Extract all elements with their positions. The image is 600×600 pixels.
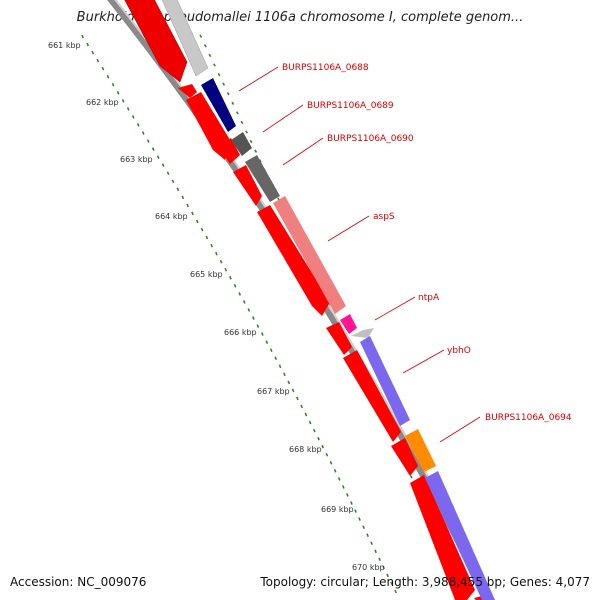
gene-block[interactable] [273,196,346,314]
gene-block[interactable] [186,92,230,160]
kbp-label: 665 kbp [190,270,223,279]
map-title: Burkholderia pseudomallei 1106a chromoso… [76,10,524,25]
gene-block[interactable] [340,314,357,334]
gene-block[interactable] [326,322,352,355]
kbp-label: 662 kbp [86,98,119,107]
gene-block[interactable] [405,429,436,472]
gene-label[interactable]: BURPS1106A_0690 [327,134,414,144]
kbp-label: 666 kbp [224,328,257,337]
gene-block[interactable] [257,205,330,316]
gene-block[interactable] [410,475,475,600]
gene-label[interactable]: ntpA [418,293,440,303]
kbp-label: 663 kbp [120,155,153,164]
kbp-label: 668 kbp [289,445,322,454]
gene-block[interactable] [360,336,410,426]
accession-label: Accession: NC_009076 [10,575,147,589]
kbp-label: 670 kbp [352,563,385,572]
gene-block[interactable] [178,84,197,98]
gene-block[interactable] [343,350,401,442]
genome-stats: Topology: circular; Length: 3,988,455 bp… [260,575,590,589]
gene-block[interactable] [122,0,188,83]
inner-tick-marks [81,34,397,594]
gene-label[interactable]: BURPS1106A_0694 [485,413,572,423]
gene-block[interactable] [351,328,374,338]
kbp-label: 661 kbp [48,41,81,50]
kbp-label: 669 kbp [321,505,354,514]
gene-block[interactable] [233,165,262,206]
gene-block[interactable] [231,132,252,156]
gene-block[interactable] [201,78,236,132]
label-leaders [238,66,481,443]
gene-label[interactable]: BURPS1106A_0689 [307,101,394,111]
reverse-strand-track [160,0,495,600]
gene-block[interactable] [160,0,209,77]
kbp-label: 664 kbp [155,212,188,221]
gene-labels: BURPS1106A_0688 BURPS1106A_0689 BURPS1106A… [282,63,572,423]
forward-strand-track [122,0,495,600]
gene-label[interactable]: ybhO [447,346,471,356]
kbp-labels: 661 kbp 662 kbp 663 kbp 664 kbp 665 kbp 666 k… [48,41,385,572]
gene-block[interactable] [218,138,240,164]
gene-block[interactable] [425,471,495,600]
kbp-label: 667 kbp [257,387,290,396]
gene-block[interactable] [391,438,418,476]
gene-label[interactable]: aspS [373,212,395,222]
gene-label[interactable]: BURPS1106A_0688 [282,63,369,73]
gene-block[interactable] [245,155,280,202]
